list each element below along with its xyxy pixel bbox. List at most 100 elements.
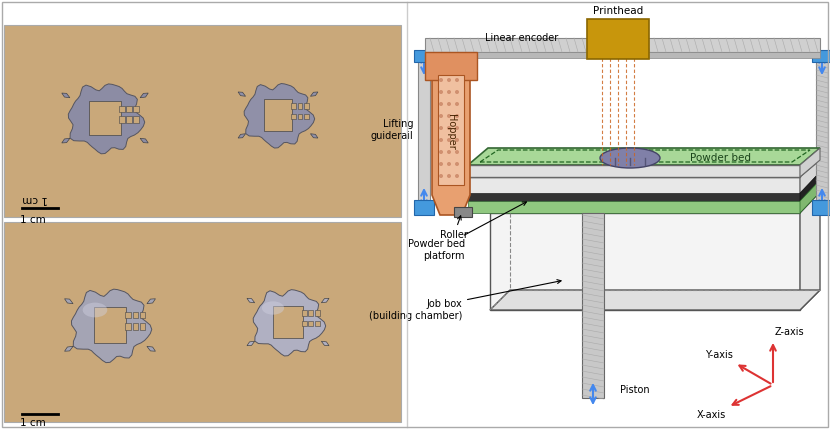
Polygon shape <box>90 101 120 135</box>
Bar <box>4 25 401 217</box>
Bar <box>126 116 131 123</box>
Polygon shape <box>147 346 155 351</box>
Polygon shape <box>71 289 152 363</box>
Text: Hopper: Hopper <box>446 114 456 150</box>
Bar <box>301 310 306 316</box>
Bar <box>425 52 820 58</box>
Polygon shape <box>321 298 329 303</box>
Bar <box>125 323 130 330</box>
Bar <box>582 213 604 398</box>
Bar <box>425 38 820 52</box>
Text: Job box
(building chamber): Job box (building chamber) <box>369 280 561 321</box>
Circle shape <box>439 162 443 166</box>
Ellipse shape <box>83 302 107 317</box>
Bar <box>468 193 800 201</box>
Text: Powder bed: Powder bed <box>690 153 750 163</box>
Ellipse shape <box>262 301 284 314</box>
Circle shape <box>439 78 443 82</box>
Polygon shape <box>247 298 255 303</box>
Bar <box>133 323 138 330</box>
Text: Linear encoder: Linear encoder <box>485 33 558 43</box>
Circle shape <box>447 114 451 118</box>
Polygon shape <box>244 84 315 148</box>
Bar <box>315 320 320 326</box>
Bar <box>454 207 472 217</box>
Bar <box>468 165 800 177</box>
Circle shape <box>439 138 443 142</box>
Ellipse shape <box>600 148 660 168</box>
Polygon shape <box>238 92 246 96</box>
Circle shape <box>447 126 451 130</box>
Polygon shape <box>253 290 325 356</box>
Circle shape <box>447 174 451 178</box>
Circle shape <box>455 126 459 130</box>
Circle shape <box>455 102 459 106</box>
Polygon shape <box>800 192 820 310</box>
Bar <box>414 50 434 62</box>
Bar <box>425 52 477 80</box>
Bar <box>468 177 800 195</box>
Polygon shape <box>61 93 70 98</box>
Text: Printhead: Printhead <box>593 6 643 16</box>
Circle shape <box>447 138 451 142</box>
Text: 1 cm: 1 cm <box>20 418 46 428</box>
Polygon shape <box>238 134 246 138</box>
Polygon shape <box>94 307 126 343</box>
Circle shape <box>455 162 459 166</box>
Circle shape <box>447 78 451 82</box>
Polygon shape <box>147 299 155 304</box>
Bar <box>298 114 302 119</box>
Bar <box>125 312 130 318</box>
Circle shape <box>439 102 443 106</box>
Bar <box>410 0 830 429</box>
Circle shape <box>455 138 459 142</box>
Bar <box>301 320 306 326</box>
Circle shape <box>439 174 443 178</box>
Polygon shape <box>264 99 292 131</box>
Circle shape <box>455 174 459 178</box>
Bar <box>418 52 430 207</box>
Polygon shape <box>68 84 144 154</box>
Bar <box>140 323 145 330</box>
Polygon shape <box>321 341 329 346</box>
Circle shape <box>455 78 459 82</box>
Polygon shape <box>800 172 820 201</box>
FancyBboxPatch shape <box>587 19 649 59</box>
Bar <box>812 200 830 215</box>
Bar <box>315 310 320 316</box>
Text: Y-axis: Y-axis <box>706 350 733 360</box>
Polygon shape <box>800 160 820 195</box>
Bar <box>309 310 313 316</box>
Bar <box>134 116 139 123</box>
Circle shape <box>439 90 443 94</box>
Bar <box>120 116 124 123</box>
Polygon shape <box>140 138 149 143</box>
Polygon shape <box>140 93 149 98</box>
Circle shape <box>455 90 459 94</box>
Bar <box>0 0 405 25</box>
Polygon shape <box>438 75 464 185</box>
Polygon shape <box>490 213 800 310</box>
Polygon shape <box>490 290 820 310</box>
Bar <box>120 106 124 112</box>
Circle shape <box>447 162 451 166</box>
Bar <box>816 52 828 207</box>
Polygon shape <box>800 180 820 213</box>
Text: Lifting
guiderail: Lifting guiderail <box>370 119 413 141</box>
Circle shape <box>439 150 443 154</box>
Text: 1 cm: 1 cm <box>20 215 46 225</box>
Polygon shape <box>800 148 820 177</box>
Text: Powder bed
platform: Powder bed platform <box>408 202 526 261</box>
Bar <box>414 200 434 215</box>
Bar <box>4 222 401 422</box>
Text: Roller: Roller <box>440 216 468 240</box>
Bar <box>291 103 296 109</box>
Circle shape <box>447 90 451 94</box>
Polygon shape <box>247 341 255 346</box>
Polygon shape <box>310 134 318 138</box>
Text: 1 cm: 1 cm <box>22 194 48 204</box>
Bar <box>291 114 296 119</box>
Bar <box>133 312 138 318</box>
Circle shape <box>455 114 459 118</box>
Circle shape <box>447 150 451 154</box>
